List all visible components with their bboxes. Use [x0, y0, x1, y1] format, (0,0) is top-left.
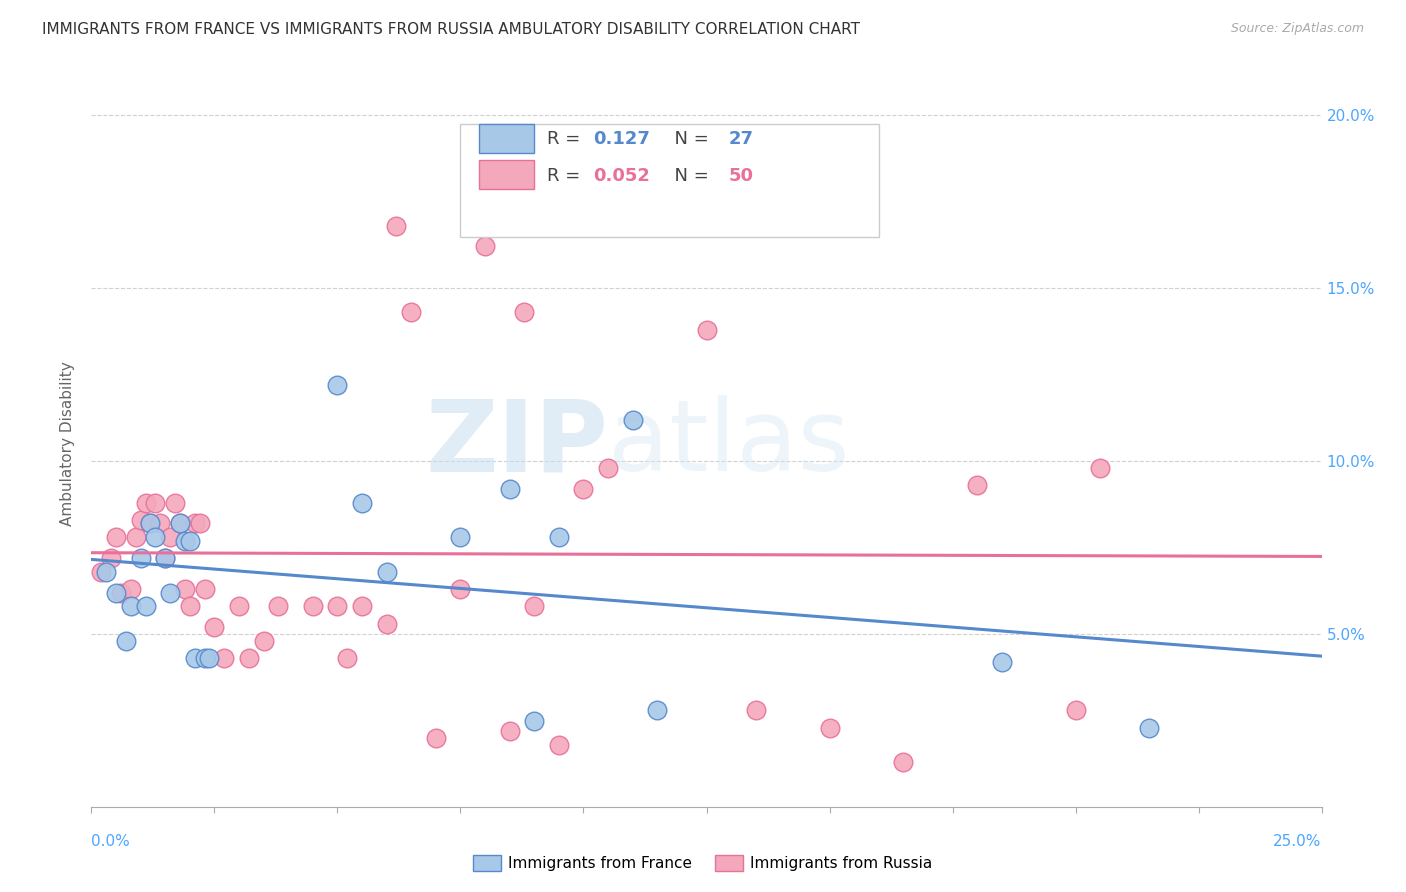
Point	[645, 204, 669, 219]
Point	[449, 582, 471, 597]
Point	[375, 616, 398, 631]
Point	[1088, 461, 1111, 475]
Point	[139, 516, 162, 531]
Point	[326, 378, 349, 392]
Point	[179, 533, 201, 548]
Point	[267, 599, 290, 614]
Point	[523, 599, 546, 614]
Point	[114, 634, 138, 648]
Point	[159, 585, 181, 599]
Point	[174, 533, 197, 548]
Point	[145, 530, 166, 544]
Point	[120, 599, 142, 614]
Point	[572, 482, 595, 496]
Point	[183, 651, 207, 665]
Point	[198, 651, 221, 665]
Point	[149, 516, 172, 531]
Point	[352, 599, 374, 614]
Point	[547, 738, 569, 752]
Text: R =: R =	[547, 130, 585, 148]
Text: 27: 27	[728, 130, 754, 148]
Point	[169, 516, 191, 531]
Point	[174, 582, 197, 597]
Text: IMMIGRANTS FROM FRANCE VS IMMIGRANTS FROM RUSSIA AMBULATORY DISABILITY CORRELATI: IMMIGRANTS FROM FRANCE VS IMMIGRANTS FRO…	[42, 22, 860, 37]
Point	[375, 565, 398, 579]
Point	[179, 599, 201, 614]
Point	[105, 585, 127, 599]
Point	[120, 582, 142, 597]
Text: ZIP: ZIP	[425, 395, 607, 492]
Point	[966, 478, 988, 492]
Point	[129, 513, 152, 527]
Point	[163, 495, 186, 509]
Point	[645, 703, 669, 717]
Point	[474, 239, 496, 253]
Point	[352, 495, 374, 509]
Legend: Immigrants from France, Immigrants from Russia: Immigrants from France, Immigrants from …	[467, 849, 939, 877]
Y-axis label: Ambulatory Disability: Ambulatory Disability	[60, 361, 76, 526]
Point	[385, 219, 408, 233]
Text: 0.127: 0.127	[593, 130, 650, 148]
Text: 50: 50	[728, 167, 754, 185]
Text: R =: R =	[547, 167, 585, 185]
FancyBboxPatch shape	[479, 161, 534, 189]
Point	[110, 585, 132, 599]
Point	[212, 651, 235, 665]
Text: 0.0%: 0.0%	[91, 834, 131, 848]
Text: atlas: atlas	[607, 395, 849, 492]
Point	[695, 322, 717, 336]
FancyBboxPatch shape	[460, 124, 879, 236]
Point	[523, 714, 546, 728]
Text: N =: N =	[664, 167, 716, 185]
Point	[449, 530, 471, 544]
Point	[301, 599, 323, 614]
Point	[513, 305, 536, 319]
Point	[253, 634, 276, 648]
Point	[188, 516, 211, 531]
Point	[202, 620, 225, 634]
Point	[105, 530, 127, 544]
Point	[145, 495, 166, 509]
Point	[183, 516, 207, 531]
Text: N =: N =	[664, 130, 716, 148]
Point	[326, 599, 349, 614]
Point	[596, 461, 619, 475]
Point	[228, 599, 250, 614]
Point	[139, 516, 162, 531]
Point	[135, 599, 156, 614]
Point	[621, 412, 644, 426]
Point	[399, 305, 422, 319]
Point	[96, 565, 117, 579]
Point	[100, 551, 122, 566]
Text: Source: ZipAtlas.com: Source: ZipAtlas.com	[1230, 22, 1364, 36]
Point	[193, 582, 217, 597]
Point	[124, 530, 146, 544]
Point	[1139, 721, 1161, 735]
Point	[990, 655, 1012, 669]
Point	[891, 756, 914, 770]
Point	[193, 651, 217, 665]
Point	[238, 651, 260, 665]
Point	[498, 724, 520, 739]
Point	[425, 731, 447, 745]
Point	[818, 721, 841, 735]
Point	[169, 516, 191, 531]
Point	[547, 530, 569, 544]
Point	[135, 495, 156, 509]
Point	[336, 651, 359, 665]
Point	[153, 551, 177, 566]
Point	[159, 530, 181, 544]
Text: 25.0%: 25.0%	[1274, 834, 1322, 848]
Point	[1064, 703, 1087, 717]
Text: 0.052: 0.052	[593, 167, 650, 185]
Point	[745, 703, 768, 717]
Point	[153, 551, 177, 566]
Point	[129, 551, 152, 566]
FancyBboxPatch shape	[479, 124, 534, 153]
Point	[498, 482, 520, 496]
Point	[90, 565, 112, 579]
